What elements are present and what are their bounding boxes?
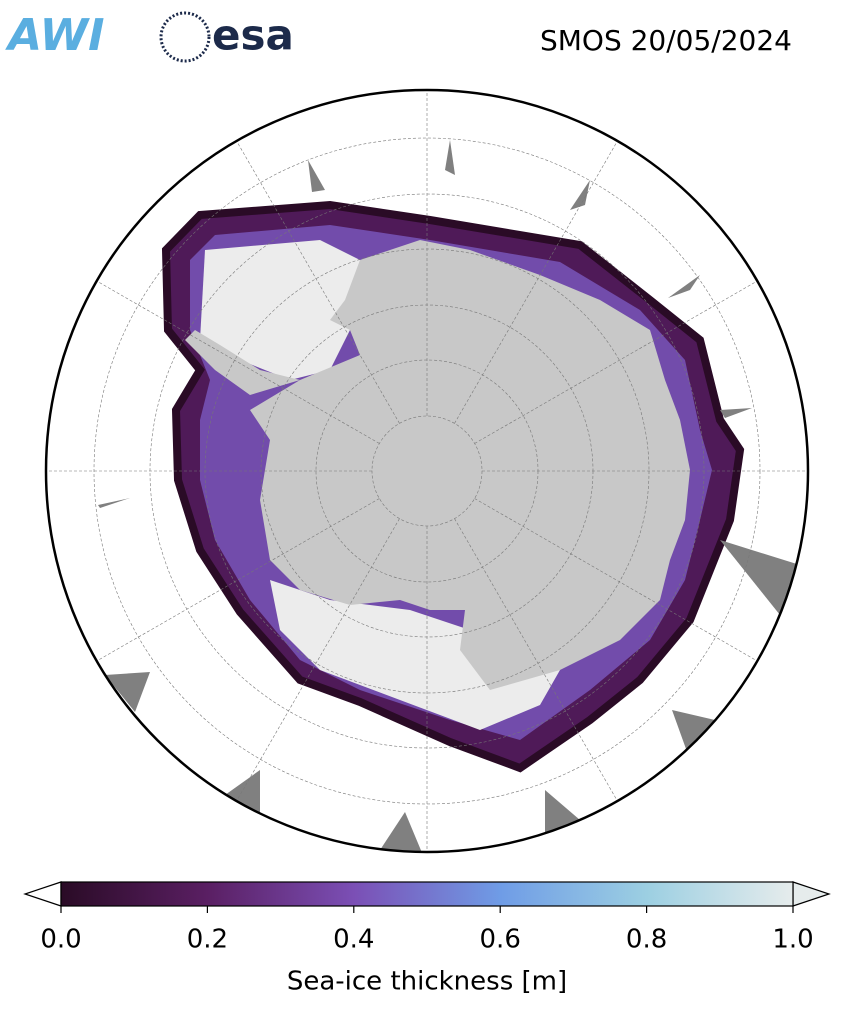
colorbar-tick-label: 1.0 — [772, 925, 813, 955]
antarctica — [185, 240, 690, 690]
land-patches — [98, 140, 800, 852]
colorbar-extend-max — [792, 881, 831, 907]
awi-logo: AWI — [5, 10, 105, 61]
map-boundary — [44, 88, 810, 854]
map — [46, 90, 808, 852]
colorbar: 0.0 0.2 0.4 0.6 0.8 1.0 — [23, 881, 831, 955]
ross-ice — [270, 580, 560, 730]
colorbar-tick-label: 0.0 — [40, 925, 81, 955]
colorbar-tick-label: 0.2 — [187, 925, 228, 955]
colorbar-tick-label: 0.8 — [626, 925, 667, 955]
colorbar-tick-label: 0.4 — [333, 925, 374, 955]
colorbar-extend-min — [23, 881, 62, 907]
colorbar-tick-label: 0.6 — [480, 925, 521, 955]
esa-logo-mark — [159, 11, 211, 63]
weddell-ice — [200, 240, 360, 380]
colorbar-gradient — [60, 881, 794, 907]
esa-logo: esa — [212, 11, 294, 60]
graticule — [46, 90, 808, 852]
title: SMOS 20/05/2024 — [540, 24, 792, 57]
colorbar-label: Sea-ice thickness [m] — [287, 967, 567, 997]
